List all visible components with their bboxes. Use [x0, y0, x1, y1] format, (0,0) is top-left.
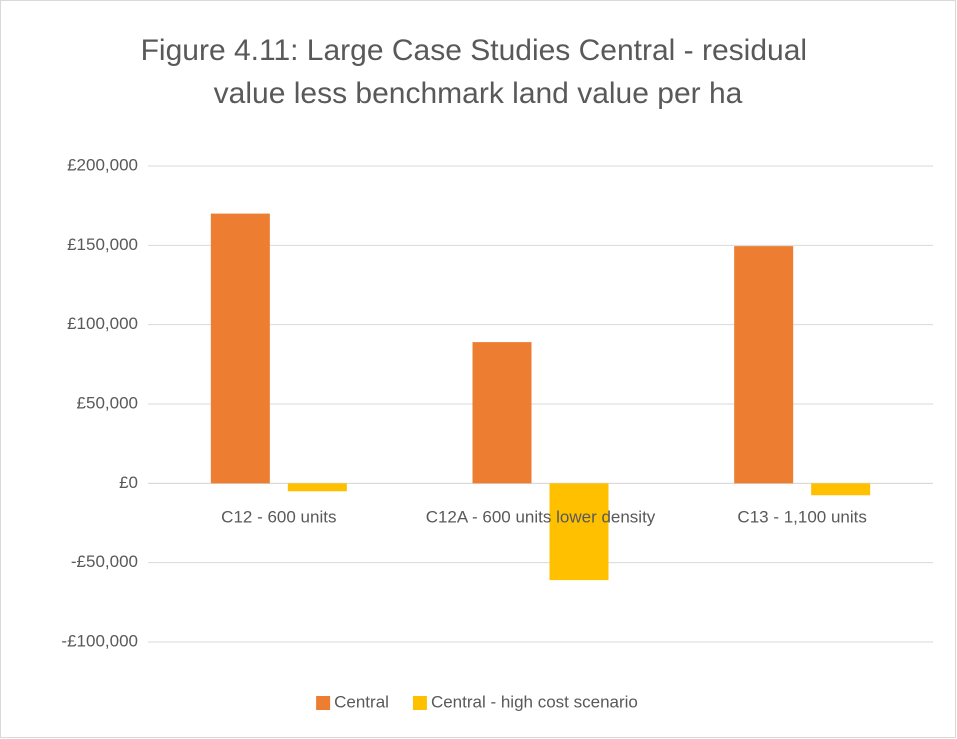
legend-label: Central - high cost scenario	[431, 692, 638, 711]
y-tick-label: £0	[119, 473, 138, 492]
bar	[811, 483, 871, 496]
legend-swatch	[412, 696, 427, 710]
y-tick-label: £100,000	[67, 314, 138, 333]
x-tick-label: C12A - 600 units lower density	[426, 508, 656, 527]
y-tick-label: -£100,000	[61, 631, 138, 650]
bar	[549, 483, 609, 581]
legend-label: Central	[334, 692, 389, 711]
bar	[734, 246, 794, 484]
x-tick-label: C13 - 1,100 units	[737, 508, 866, 527]
chart-title: Figure 4.11: Large Case Studies Central …	[141, 34, 816, 110]
y-tick-label: -£50,000	[71, 552, 138, 571]
y-tick-label: £150,000	[67, 235, 138, 254]
y-tick-label: £200,000	[67, 155, 138, 174]
y-tick-label: £50,000	[77, 393, 138, 412]
bar	[287, 483, 347, 492]
bar	[210, 213, 270, 484]
legend-swatch	[316, 696, 331, 710]
bar	[472, 342, 532, 484]
x-tick-label: C12 - 600 units	[221, 508, 336, 527]
